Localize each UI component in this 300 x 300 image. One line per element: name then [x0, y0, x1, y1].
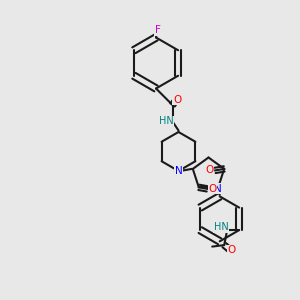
Text: O: O	[228, 245, 236, 256]
Text: HN: HN	[214, 222, 229, 232]
Text: HN: HN	[158, 116, 173, 127]
Text: O: O	[173, 94, 181, 105]
Text: O: O	[208, 184, 217, 194]
Text: F: F	[154, 25, 160, 35]
Text: O: O	[206, 165, 214, 176]
Text: N: N	[214, 184, 222, 194]
Text: N: N	[175, 166, 182, 176]
